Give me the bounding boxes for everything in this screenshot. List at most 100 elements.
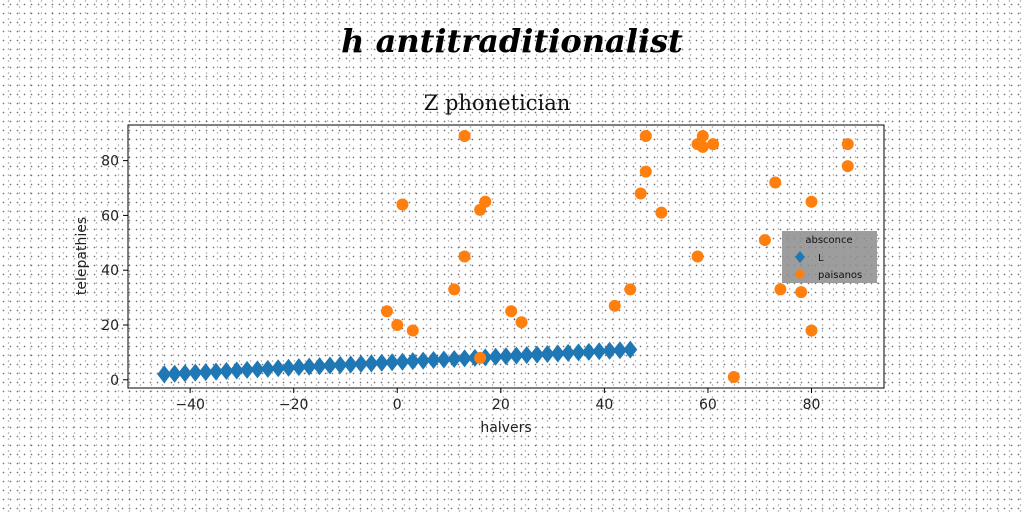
point-l — [395, 352, 410, 371]
point-paisanos — [474, 351, 487, 364]
point-l — [343, 355, 358, 374]
point-l — [519, 346, 534, 365]
point-l — [509, 346, 524, 365]
y-tick-label: 40 — [101, 263, 119, 279]
point-l — [177, 364, 192, 383]
series-layer — [157, 129, 854, 384]
point-l — [281, 358, 296, 377]
chart-title: Z phonetician — [424, 91, 571, 115]
point-paisanos — [458, 250, 471, 263]
y-tick-label: 60 — [101, 208, 119, 224]
point-l — [209, 362, 224, 381]
point-l — [581, 342, 596, 361]
point-paisanos — [841, 138, 854, 151]
legend-label-paisanos: paisanos — [818, 270, 862, 281]
point-paisanos — [624, 283, 637, 296]
point-l — [322, 356, 337, 375]
point-paisanos — [458, 129, 471, 142]
point-l — [571, 343, 586, 362]
legend-label-l: L — [818, 253, 824, 264]
point-l — [312, 357, 327, 376]
point-paisanos — [769, 176, 782, 189]
point-paisanos — [691, 250, 704, 263]
point-paisanos — [396, 198, 409, 211]
point-paisanos — [391, 318, 404, 331]
point-l — [260, 359, 275, 378]
x-axis-label: halvers — [480, 420, 531, 436]
point-l — [354, 354, 369, 373]
legend-title: absconce — [805, 235, 852, 246]
point-l — [426, 351, 441, 370]
figure-title: h antitraditionalist — [341, 22, 683, 60]
point-l — [229, 361, 244, 380]
x-tick-label: 40 — [595, 397, 613, 413]
point-l — [592, 342, 607, 361]
point-l — [219, 362, 234, 381]
point-l — [623, 340, 638, 359]
point-paisanos — [479, 195, 492, 208]
y-tick-label: 20 — [101, 318, 119, 334]
legend: absconce L paisanos — [782, 231, 877, 283]
point-l — [488, 347, 503, 366]
point-paisanos — [696, 129, 709, 142]
point-l — [374, 353, 389, 372]
point-paisanos — [795, 286, 808, 299]
plot-area — [127, 124, 885, 389]
point-paisanos — [655, 206, 668, 219]
point-l — [457, 349, 472, 368]
point-paisanos — [406, 324, 419, 337]
point-l — [436, 350, 451, 369]
y-tick-label: 80 — [101, 154, 119, 170]
point-l — [240, 360, 255, 379]
point-l — [188, 363, 203, 382]
x-tick-label: 0 — [393, 397, 402, 413]
point-l — [612, 341, 627, 360]
point-l — [271, 359, 286, 378]
x-tick-label: 20 — [492, 397, 510, 413]
point-l — [405, 352, 420, 371]
point-l — [602, 341, 617, 360]
point-paisanos — [608, 299, 621, 312]
point-l — [385, 353, 400, 372]
point-l — [302, 357, 317, 376]
point-paisanos — [805, 195, 818, 208]
point-l — [561, 343, 576, 362]
point-paisanos — [727, 371, 740, 384]
x-tick-label: −40 — [175, 397, 205, 413]
point-l — [447, 349, 462, 368]
point-paisanos — [758, 234, 771, 247]
point-l — [198, 363, 213, 382]
point-paisanos — [707, 138, 720, 151]
y-tick-label: 0 — [110, 373, 119, 389]
point-l — [333, 355, 348, 374]
y-axis: 0 20 40 60 80 — [101, 154, 128, 389]
point-l — [499, 347, 513, 366]
point-l — [167, 364, 182, 383]
point-l — [550, 344, 565, 363]
x-tick-label: 60 — [699, 397, 717, 413]
point-paisanos — [380, 305, 393, 318]
point-paisanos — [515, 316, 528, 329]
point-paisanos — [805, 324, 818, 337]
x-tick-label: −20 — [279, 397, 309, 413]
point-paisanos — [774, 283, 787, 296]
x-axis: −40 −20 0 20 40 60 80 — [175, 388, 820, 413]
point-l — [530, 345, 545, 364]
point-l — [250, 360, 265, 379]
point-paisanos — [696, 140, 709, 153]
point-paisanos — [639, 129, 652, 142]
point-l — [291, 358, 306, 377]
legend-marker-l — [795, 251, 805, 263]
point-l — [416, 351, 431, 370]
point-paisanos — [841, 160, 854, 173]
point-paisanos — [505, 305, 518, 318]
point-paisanos — [448, 283, 461, 296]
point-l — [364, 354, 379, 373]
y-axis-label: telepathies — [74, 217, 90, 295]
x-tick-label: 80 — [803, 397, 821, 413]
point-l — [157, 365, 172, 384]
point-paisanos — [639, 165, 652, 178]
legend-marker-paisanos — [795, 269, 805, 279]
point-paisanos — [634, 187, 647, 200]
